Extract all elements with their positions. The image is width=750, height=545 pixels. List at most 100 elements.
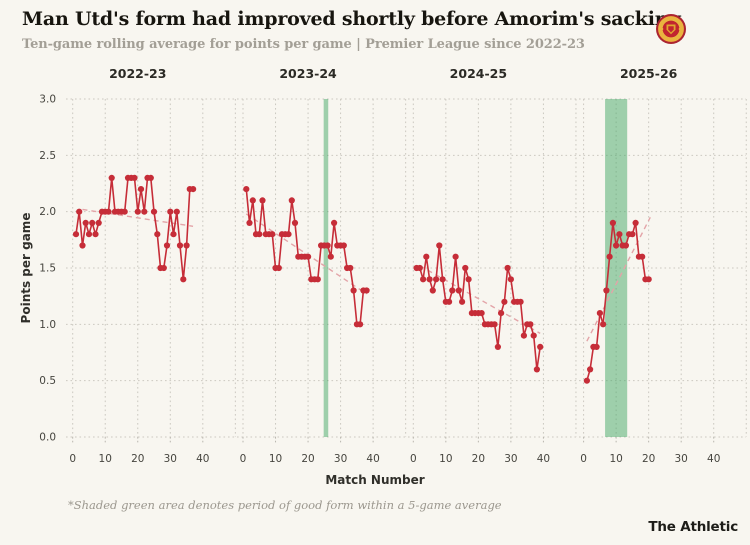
data-point (275, 264, 282, 272)
data-point (72, 231, 80, 238)
data-point (596, 310, 604, 317)
x-tick-label: 0 (69, 453, 76, 465)
data-point (340, 242, 347, 249)
data-point (498, 310, 505, 317)
data-point (121, 208, 128, 215)
data-point (491, 321, 498, 328)
data-point (507, 276, 514, 283)
series-line (586, 222, 650, 382)
data-point (600, 321, 607, 328)
data-point (92, 231, 99, 238)
data-point (324, 242, 331, 249)
data-point (131, 174, 138, 181)
x-tick-label: 30 (164, 453, 177, 465)
data-point (436, 242, 443, 249)
data-point (452, 253, 459, 260)
data-point (494, 343, 501, 350)
data-point (285, 231, 292, 238)
data-point (170, 231, 177, 238)
x-tick-label: 40 (707, 453, 720, 465)
x-tick-label: 10 (99, 453, 112, 465)
y-tick-label: 1.5 (39, 262, 56, 274)
good-form-band (323, 98, 329, 438)
data-point (95, 219, 102, 226)
data-point (433, 276, 440, 283)
data-point (154, 231, 161, 238)
data-point (429, 287, 436, 294)
season-label: 2022-23 (109, 66, 166, 81)
data-point (269, 231, 276, 238)
x-tick-label: 10 (609, 453, 622, 465)
data-point (89, 219, 96, 226)
data-point (173, 208, 180, 215)
data-point (246, 219, 253, 226)
x-tick-label: 40 (537, 453, 550, 465)
data-point (314, 276, 321, 283)
data-point (190, 186, 197, 193)
data-point (606, 253, 613, 260)
season-label: 2023-24 (279, 66, 337, 81)
data-point (645, 276, 652, 283)
data-point (180, 276, 187, 283)
data-point (517, 298, 524, 305)
data-point (256, 231, 263, 238)
data-point (426, 276, 433, 283)
data-point (108, 174, 115, 181)
data-point (134, 208, 141, 215)
y-axis-title: Points per game (19, 213, 33, 324)
data-point (176, 242, 184, 249)
x-tick-label: 20 (472, 453, 485, 465)
data-point (449, 287, 456, 294)
data-point (583, 377, 591, 384)
data-point (76, 208, 83, 215)
data-point (347, 264, 354, 272)
data-point (167, 208, 174, 215)
form-chart: 0.0 0.5 1.0 1.5 2.0 2.5 3.0 0 10 20 30 40 2022-23 0 10… (19, 66, 747, 487)
data-point (249, 197, 256, 204)
x-tick-label: 30 (675, 453, 688, 465)
data-point (183, 242, 190, 249)
data-point (609, 219, 617, 226)
data-point (357, 321, 364, 328)
data-point (420, 276, 427, 283)
trend-line (245, 213, 368, 295)
data-point (105, 208, 112, 215)
good-form-band (605, 98, 628, 438)
data-point (462, 264, 469, 272)
x-tick-label: 40 (196, 453, 209, 465)
data-point (455, 287, 462, 294)
x-tick-label: 20 (642, 453, 655, 465)
chart-header: Man Utd's form had improved shortly befo… (22, 8, 728, 52)
data-point (79, 242, 86, 249)
x-tick-label: 0 (580, 453, 587, 465)
data-point (632, 219, 639, 226)
x-tick-label: 20 (301, 453, 314, 465)
data-point (639, 253, 646, 260)
y-tick-label: 1.0 (39, 319, 56, 331)
data-point (416, 264, 423, 272)
data-point (291, 219, 299, 226)
data-point (616, 231, 623, 238)
y-tick-label: 3.0 (39, 93, 56, 105)
data-point (137, 186, 145, 193)
data-point (288, 197, 295, 204)
data-point (147, 174, 154, 181)
data-point (439, 276, 446, 283)
data-point (363, 287, 370, 294)
data-point (141, 208, 148, 215)
brand-logo: The Athletic (648, 519, 738, 535)
data-point (350, 287, 357, 294)
data-point (327, 253, 334, 260)
x-tick-label: 20 (131, 453, 144, 465)
x-tick-label: 30 (334, 453, 347, 465)
data-point (305, 253, 312, 260)
data-point (243, 186, 250, 193)
y-tick-label: 0.5 (39, 375, 56, 387)
x-tick-label: 40 (366, 453, 379, 465)
data-point (459, 298, 466, 305)
data-point (85, 231, 93, 238)
data-point (259, 197, 266, 204)
data-point (537, 343, 544, 350)
x-tick-label: 30 (504, 453, 517, 465)
